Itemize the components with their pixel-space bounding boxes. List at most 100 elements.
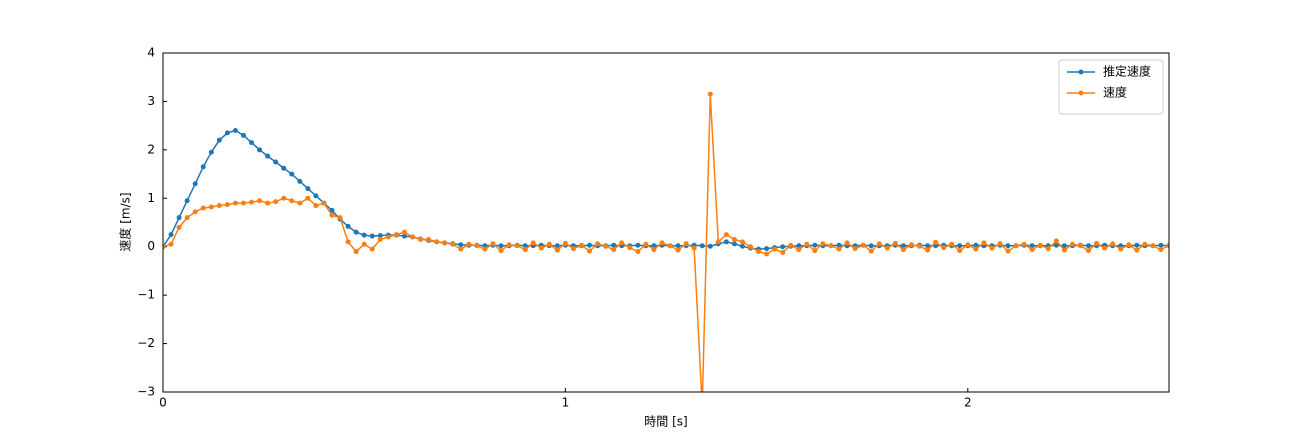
- point: [329, 207, 335, 213]
- point: [731, 236, 737, 242]
- point: [1134, 247, 1140, 253]
- point: [965, 242, 971, 248]
- point: [611, 242, 617, 248]
- y-tick-label: 4: [147, 46, 155, 60]
- point: [273, 159, 279, 165]
- point: [329, 212, 335, 218]
- point: [337, 215, 343, 221]
- point: [635, 242, 641, 248]
- legend-label: 推定速度: [1103, 64, 1151, 79]
- point: [884, 245, 890, 251]
- point: [603, 243, 609, 249]
- plot-frame: [162, 52, 1170, 393]
- point: [852, 246, 858, 252]
- point: [1005, 248, 1011, 254]
- point: [780, 250, 786, 256]
- point: [1094, 240, 1100, 246]
- point: [184, 198, 190, 204]
- point: [1069, 241, 1075, 247]
- point: [192, 181, 198, 187]
- point: [538, 245, 544, 251]
- point: [192, 209, 198, 215]
- point: [249, 199, 255, 205]
- point: [321, 200, 327, 206]
- point: [176, 215, 182, 221]
- point: [796, 243, 802, 249]
- point: [1142, 241, 1148, 247]
- point: [401, 229, 407, 235]
- point: [876, 241, 882, 247]
- point: [1045, 246, 1051, 252]
- x-tick-label: 2: [964, 396, 972, 410]
- point: [434, 239, 440, 245]
- point: [595, 241, 601, 247]
- point: [506, 242, 512, 248]
- point: [651, 247, 657, 253]
- point: [458, 242, 464, 248]
- point: [820, 241, 826, 247]
- point: [530, 240, 536, 246]
- point: [377, 236, 383, 242]
- point: [828, 243, 834, 249]
- point: [216, 203, 222, 209]
- point: [393, 232, 399, 238]
- point: [868, 248, 874, 254]
- point: [812, 242, 818, 248]
- point: [764, 246, 770, 252]
- point: [313, 203, 319, 209]
- point: [289, 171, 295, 177]
- point: [917, 243, 923, 249]
- point: [1158, 242, 1164, 248]
- point: [739, 243, 745, 249]
- point: [1158, 247, 1164, 253]
- point: [184, 215, 190, 221]
- y-axis-label: 速度 [m/s]: [118, 192, 133, 251]
- point: [587, 242, 593, 248]
- point: [240, 132, 246, 138]
- point: [1102, 245, 1108, 251]
- series-line: [163, 94, 1169, 392]
- point: [1077, 243, 1083, 249]
- point: [305, 186, 311, 192]
- point: [1029, 247, 1035, 253]
- point: [973, 246, 979, 252]
- point: [281, 195, 287, 201]
- point: [224, 202, 230, 208]
- x-tick-label: 1: [562, 396, 570, 410]
- point: [675, 243, 681, 249]
- point: [989, 245, 995, 251]
- point: [442, 240, 448, 246]
- point: [1053, 238, 1059, 244]
- point: [289, 198, 295, 204]
- y-tick-label: 1: [147, 191, 155, 205]
- point: [401, 233, 407, 239]
- point: [514, 243, 520, 249]
- point: [627, 245, 633, 251]
- legend-marker: [1078, 90, 1084, 96]
- point: [836, 246, 842, 252]
- point: [240, 200, 246, 206]
- point: [587, 248, 593, 254]
- point: [925, 247, 931, 253]
- point: [723, 232, 729, 238]
- point: [1086, 248, 1092, 254]
- point: [297, 178, 303, 184]
- point: [812, 248, 818, 254]
- point: [764, 251, 770, 257]
- point: [1150, 243, 1156, 249]
- point: [498, 248, 504, 254]
- point: [345, 239, 351, 245]
- point: [973, 242, 979, 248]
- y-tick-label: −1: [137, 288, 155, 302]
- point: [345, 223, 351, 229]
- series-line: [163, 129, 1169, 250]
- point: [578, 242, 584, 248]
- point: [305, 195, 311, 201]
- y-tick-label: 2: [147, 142, 155, 156]
- point: [683, 241, 689, 247]
- point: [667, 243, 673, 249]
- point: [731, 241, 737, 247]
- x-tick-label: 0: [159, 396, 167, 410]
- point: [619, 240, 625, 246]
